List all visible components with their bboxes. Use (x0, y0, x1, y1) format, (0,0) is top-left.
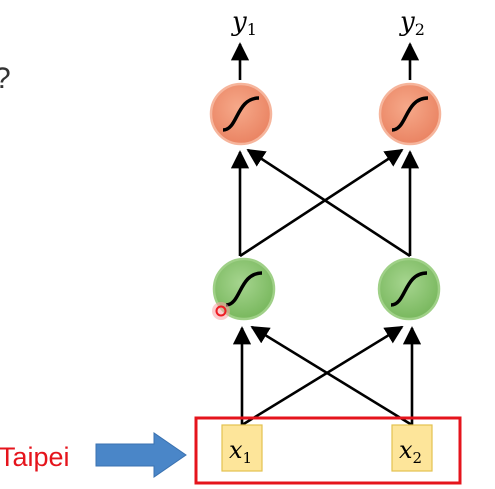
output-edges (230, 42, 420, 80)
svg-text:x1: x1 (229, 436, 252, 467)
output-label-2: y2 (399, 7, 425, 39)
svg-text:x2: x2 (399, 436, 422, 467)
output-neuron-1 (209, 82, 273, 146)
edge-x2-h1 (250, 325, 413, 427)
edge-h1-o2 (239, 148, 404, 258)
input-node-2: x2 (391, 424, 433, 472)
sigmoid-icon (391, 96, 429, 132)
taipei-label: Taipei (0, 442, 70, 472)
edge-x1-h2 (241, 325, 404, 427)
output-neuron-2 (378, 82, 442, 146)
sigmoid-icon (390, 271, 428, 307)
input-node-1: x1 (221, 424, 263, 472)
hidden-neuron-2 (377, 257, 441, 321)
hidden-neuron-1 (212, 257, 276, 321)
clipped-question-mark: ? (0, 62, 11, 95)
sigmoid-icon (225, 271, 263, 307)
sigmoid-icon (222, 96, 260, 132)
edge-h2-o1 (246, 148, 411, 258)
cursor-highlight (212, 302, 230, 320)
input-arrow (95, 432, 187, 478)
input-frame (194, 416, 462, 485)
output-label-1: y1 (231, 7, 257, 39)
hidden-to-output-edges (230, 148, 420, 258)
input-to-hidden-edges (232, 325, 422, 427)
